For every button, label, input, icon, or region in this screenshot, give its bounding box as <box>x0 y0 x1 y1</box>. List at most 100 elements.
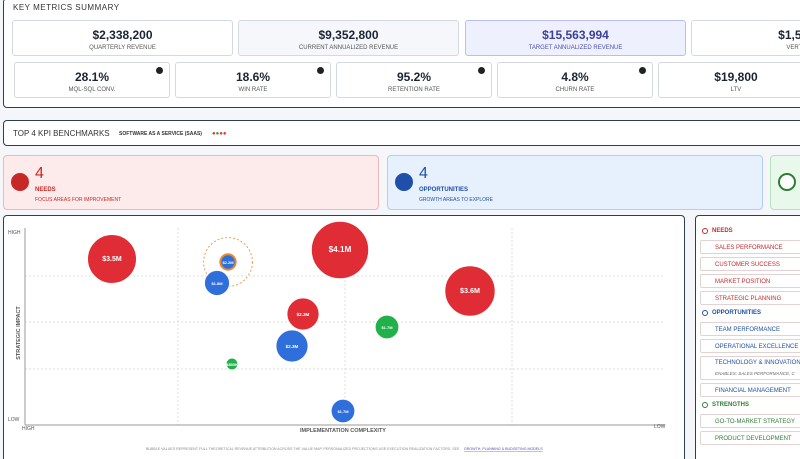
y-low: LOW <box>8 417 20 423</box>
benchmark-panel: TOP 4 KPI BENCHMARKS SOFTWARE AS A SERVI… <box>3 120 800 146</box>
legend-item-sub: ENABLES: SALES PERFORMANCE, C <box>715 371 795 376</box>
bubble-label: $1.8M <box>211 281 223 286</box>
legend-item-text: OPERATIONAL EXCELLENCE <box>715 344 799 350</box>
group-count: 4 <box>419 165 428 182</box>
group-count: 4 <box>35 165 44 182</box>
legend-item: CUSTOMER SUCCESS <box>700 257 800 271</box>
legend-item-text: STRATEGIC PLANNING <box>715 296 782 302</box>
legend-item: PRODUCT DEVELOPMENT <box>700 431 800 445</box>
group-icon <box>778 173 796 191</box>
legend-item-text: PRODUCT DEVELOPMENT <box>715 436 792 442</box>
industry: SOFTWARE AS A SERVICE (SAAS) <box>119 131 202 137</box>
bubble <box>310 220 370 280</box>
group-desc: FOCUS AREAS FOR IMPROVEMENT <box>35 197 122 203</box>
bubble-label: $2.3M <box>297 312 310 317</box>
metric-card: $9,352,800 CURRENT ANNUALIZED REVENUE <box>238 20 459 56</box>
info-icon <box>317 67 324 74</box>
bubble-label: $1.7M <box>337 409 349 414</box>
metric-label: LTV <box>730 87 742 93</box>
metric-label: CURRENT ANNUALIZED REVENUE <box>298 45 399 51</box>
legend-item: OPERATIONAL EXCELLENCE <box>700 339 800 353</box>
legend-panel: NEEDS SALES PERFORMANCE CUSTOMER SUCCESS MA… <box>695 215 800 459</box>
group-card: 0 <box>770 155 800 210</box>
bubble <box>203 269 231 297</box>
bubble-label: $3.6M <box>460 286 480 295</box>
bubble <box>275 329 309 363</box>
metric-card: 4.8% CHURN RATE <box>497 62 653 98</box>
metric-value: $19,800 <box>714 70 758 84</box>
bubble <box>374 314 400 340</box>
group-name: OPPORTUNITIES <box>419 187 469 193</box>
legend-item-text: TECHNOLOGY & INNOVATION <box>715 360 800 366</box>
legend-heading: OPPORTUNITIES <box>712 310 762 316</box>
legend-item-text: MARKET POSITION <box>715 279 771 285</box>
legend-heading: STRENGTHS <box>712 402 750 408</box>
legend-item-text: SALES PERFORMANCE <box>715 245 783 251</box>
metric-value: $15,563,994 <box>542 28 609 42</box>
group-card: 4 NEEDS FOCUS AREAS FOR IMPROVEMENT <box>3 155 379 210</box>
metric-value: 4.8% <box>561 70 589 84</box>
legend-item-text: GO-TO-MARKET STRATEGY <box>715 419 796 425</box>
bubble <box>225 357 239 371</box>
legend-item: MARKET POSITION <box>700 274 800 288</box>
bubble <box>286 297 320 331</box>
bubble <box>330 398 356 424</box>
info-icon <box>639 67 646 74</box>
legend-item: STRATEGIC PLANNING <box>700 291 800 305</box>
group-icon <box>395 173 413 191</box>
group-name: NEEDS <box>35 187 56 193</box>
bubble-label: $2.3M <box>286 344 299 349</box>
x-high: HIGH <box>22 426 35 432</box>
metric-card: 18.6% WIN RATE <box>175 62 331 98</box>
legend-item: SALES PERFORMANCE <box>700 240 800 254</box>
legend-icon <box>702 402 708 408</box>
x-label: IMPLEMENTATION COMPLEXITY <box>300 428 386 434</box>
metric-value: 95.2% <box>396 70 432 84</box>
metric-label: TARGET ANNUALIZED REVENUE <box>528 45 623 51</box>
target-ring <box>203 237 253 287</box>
bubble-label: $3.5M <box>102 256 122 263</box>
group-desc: GROWTH AREAS TO EXPLORE <box>419 197 493 203</box>
bubble-label: $2.2M <box>222 260 234 265</box>
panel-title: TOP 4 KPI BENCHMARKS <box>13 129 110 138</box>
metric-value: $1,540,0 <box>778 28 800 42</box>
info-icon <box>478 67 485 74</box>
legend-icon <box>702 310 708 316</box>
metric-label: CHURN RATE <box>555 87 595 93</box>
metric-card: $1,540,0 VERTIASO <box>691 20 800 56</box>
metric-card: $2,338,200 QUARTERLY REVENUE <box>12 20 233 56</box>
metric-value: $9,352,800 <box>318 28 379 42</box>
metric-value: 28.1% <box>74 70 110 84</box>
legend-icon <box>702 228 708 234</box>
legend-item: GO-TO-MARKET STRATEGY <box>700 414 800 428</box>
legend-item-text: FINANCIAL MANAGEMENT <box>715 388 791 394</box>
legend-item-text: TEAM PERFORMANCE <box>715 327 781 333</box>
legend-item: FINANCIAL MANAGEMENT <box>700 383 800 397</box>
metric-label: MQL-SQL CONV. <box>68 87 116 93</box>
metric-card: 95.2% RETENTION RATE <box>336 62 492 98</box>
group-card: 4 OPPORTUNITIES GROWTH AREAS TO EXPLORE <box>387 155 763 210</box>
bubble <box>444 265 496 317</box>
metric-label: VERTIASO <box>786 45 800 51</box>
metric-value: 18.6% <box>235 70 271 84</box>
y-label: STRATEGIC IMPACT <box>16 306 22 360</box>
group-icon <box>11 173 29 191</box>
legend-item: TECHNOLOGY & INNOVATION ENABLES: SALES PE… <box>700 356 800 380</box>
bubble-label: $1.7M <box>381 325 393 330</box>
metric-label: WIN RATE <box>238 87 268 93</box>
info-icon <box>156 67 163 74</box>
bubble-label: $4.1M <box>329 245 352 254</box>
metric-label: RETENTION RATE <box>388 87 440 93</box>
metric-value: $2,338,200 <box>92 28 153 42</box>
legend-item-text: CUSTOMER SUCCESS <box>715 262 780 268</box>
bubble <box>219 253 237 271</box>
bubble-label: $850K <box>226 362 238 367</box>
metric-card: $15,563,994 TARGET ANNUALIZED REVENUE <box>465 20 686 56</box>
bubble <box>87 234 137 284</box>
panel-title: KEY METRICS SUMMARY <box>13 3 120 12</box>
footnote-link: GROWTH, PLANNING & BUDGETING MODELS <box>464 447 543 451</box>
footnote: BUBBLE VALUES REPRESENT FULL THEORETICAL… <box>146 447 460 451</box>
metric-card: $19,800 LTV <box>658 62 800 98</box>
